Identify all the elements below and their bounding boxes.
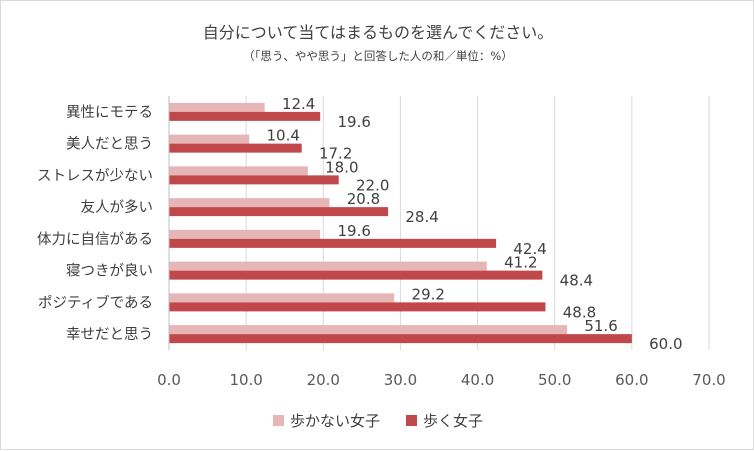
legend-swatch-walking-not — [272, 415, 284, 426]
bar — [169, 175, 339, 185]
data-label: 60.0 — [649, 335, 682, 353]
category-label: ポジティブである — [38, 293, 153, 311]
data-label: 48.8 — [563, 303, 596, 321]
data-label: 10.4 — [267, 127, 300, 145]
bar — [169, 102, 265, 112]
category-label: 幸せだと思う — [66, 326, 153, 343]
data-label: 48.4 — [560, 272, 593, 290]
category-label: 友人が多い — [81, 199, 154, 216]
data-label: 41.2 — [504, 254, 537, 272]
bar — [169, 134, 250, 144]
legend-item-walking: 歩く女子 — [406, 410, 483, 431]
data-label: 28.4 — [405, 208, 438, 226]
x-tick-label: 70.0 — [692, 371, 725, 389]
bar — [169, 143, 302, 153]
data-label: 20.8 — [347, 190, 380, 208]
legend: 歩かない女子 歩く女子 — [1, 410, 754, 431]
category-label: 美人だと思う — [66, 136, 153, 153]
bar — [169, 238, 497, 248]
bar — [169, 325, 568, 335]
x-tick-label: 10.0 — [229, 371, 262, 389]
bar — [169, 293, 395, 303]
category-label: 寝つきが良い — [66, 262, 153, 280]
data-label: 12.4 — [282, 95, 315, 113]
bar — [169, 166, 308, 176]
bar — [169, 207, 389, 217]
category-label: 体力に自信がある — [37, 231, 153, 248]
data-label: 29.2 — [412, 285, 445, 303]
legend-label-walking: 歩く女子 — [423, 412, 484, 430]
bar — [169, 198, 330, 208]
bar — [169, 302, 546, 312]
data-label: 19.6 — [337, 113, 370, 131]
legend-label-walking-not: 歩かない女子 — [289, 412, 380, 430]
chart-title: 自分について当てはまるものを選んでください。 — [202, 23, 554, 42]
legend-item-walking-not: 歩かない女子 — [272, 410, 380, 431]
x-tick-label: 40.0 — [461, 371, 494, 389]
category-label: 異性にモテる — [66, 104, 153, 121]
legend-swatch-walking — [406, 415, 417, 426]
x-tick-label: 20.0 — [307, 371, 340, 389]
chart-subtitle: （「思う、やや思う」と回答した人の和／単位：%） — [243, 49, 513, 63]
category-label: ストレスが少ない — [37, 167, 153, 184]
x-tick-label: 0.0 — [157, 371, 181, 389]
x-tick-label: 60.0 — [615, 371, 648, 389]
bar — [169, 270, 543, 280]
x-tick-label: 50.0 — [538, 371, 571, 389]
data-label: 51.6 — [584, 317, 617, 335]
bar — [169, 229, 321, 239]
data-label: 19.6 — [337, 222, 370, 240]
bar — [169, 334, 632, 344]
bar — [169, 261, 487, 271]
data-label: 22.0 — [356, 176, 389, 194]
data-label: 17.2 — [319, 145, 352, 163]
data-label: 42.4 — [513, 240, 546, 258]
bar — [169, 111, 321, 121]
x-tick-label: 30.0 — [384, 371, 417, 389]
data-label: 18.0 — [325, 158, 358, 176]
